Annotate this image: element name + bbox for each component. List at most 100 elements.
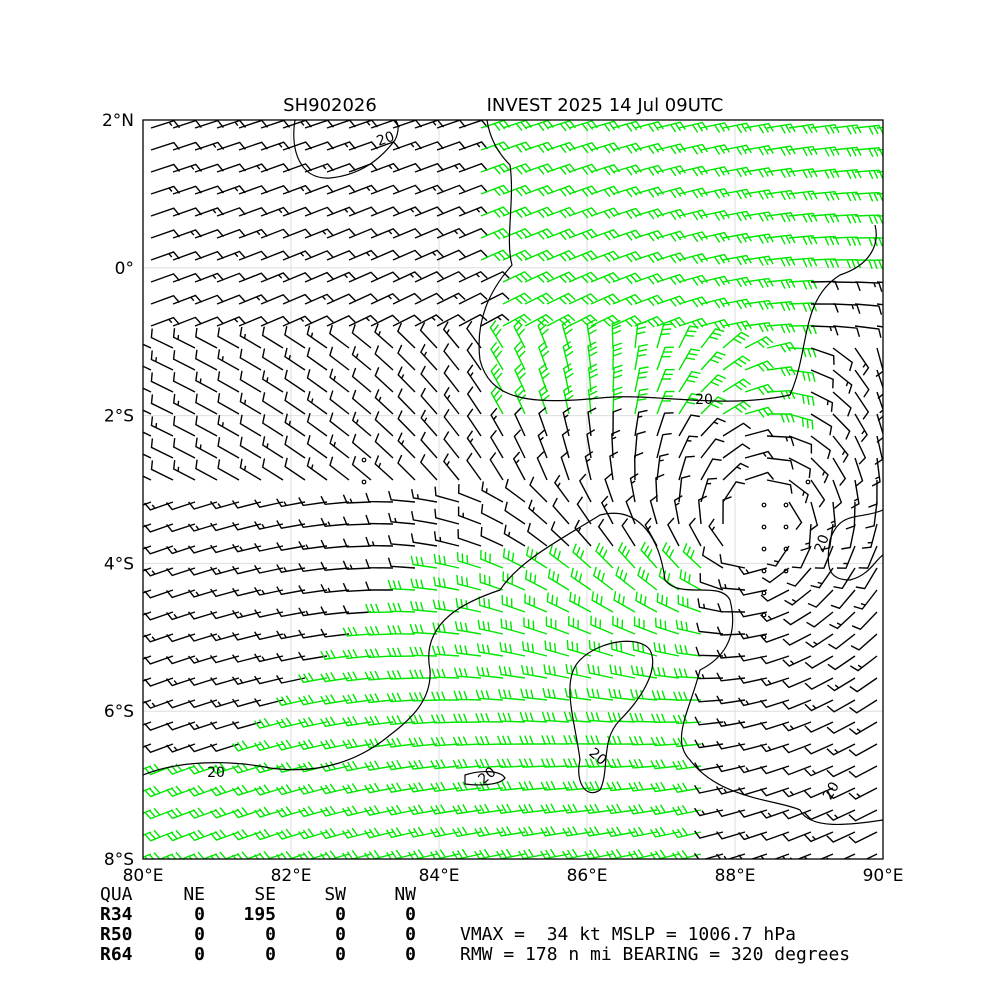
wind-barb (512, 451, 526, 481)
wind-barb (701, 546, 724, 569)
wind-barb (678, 475, 691, 503)
wind-barb (232, 654, 262, 663)
wind-barb (738, 587, 768, 596)
wind-barb (342, 648, 372, 660)
wind-barb (678, 414, 700, 437)
contour-line (293, 120, 399, 179)
wind-barb (408, 759, 438, 770)
wind-barb (744, 360, 774, 372)
wind-barb (722, 232, 752, 244)
wind-barb (210, 762, 240, 775)
wind-barb (804, 699, 834, 712)
wind-barb (782, 655, 812, 667)
contour-line (143, 669, 431, 776)
wind-barb (144, 589, 174, 599)
wind-barb (326, 206, 356, 217)
wind-barb (408, 691, 438, 702)
wind-barb (342, 560, 372, 570)
wind-barb (216, 185, 246, 195)
contour-label: 20 (207, 765, 225, 781)
wind-barb (833, 567, 856, 590)
wind-barb (276, 542, 306, 551)
wind-barb (738, 608, 768, 618)
wind-barb (810, 146, 840, 157)
wind-barb (744, 122, 774, 134)
wind-barb (392, 141, 422, 151)
contours (143, 120, 883, 825)
wind-barb (700, 351, 726, 371)
wind-barb (788, 435, 813, 454)
wind-barb (419, 321, 438, 349)
wind-barb (513, 341, 526, 371)
table-cell: 0 (335, 944, 346, 965)
wind-barb (738, 566, 768, 576)
wind-barb (568, 271, 598, 284)
wind-barb (810, 168, 840, 179)
wind-barb (716, 763, 746, 773)
table-header: QUA (100, 884, 133, 905)
wind-barb (810, 190, 840, 202)
wind-barb (320, 827, 350, 840)
wind-barb (744, 189, 774, 200)
wind-barb (443, 343, 460, 371)
wind-barb (370, 206, 400, 217)
wind-barb (210, 610, 240, 620)
wind-barb (320, 716, 350, 728)
wind-barb (144, 829, 174, 842)
wind-barb (716, 808, 746, 818)
wind-barb (538, 363, 550, 393)
wind-barb (722, 462, 749, 481)
wind-barb (143, 611, 174, 621)
wind-barb (351, 367, 372, 393)
wind-barb (342, 849, 372, 859)
wind-barb (172, 250, 203, 261)
wind-barb (436, 227, 466, 239)
wind-barb (238, 206, 268, 217)
wind-barb (430, 781, 460, 793)
wind-barb (716, 831, 746, 840)
wind-barb (143, 453, 152, 459)
wind-barb (541, 711, 570, 723)
wind-barb (442, 321, 460, 349)
wind-barb (628, 758, 658, 769)
wind-barb (172, 350, 196, 371)
wind-barb (298, 607, 328, 617)
wind-barb (592, 566, 614, 591)
wind-barb (304, 184, 334, 195)
wind-barb (298, 519, 328, 529)
wind-barb (144, 785, 174, 798)
wind-barb (654, 617, 680, 635)
wind-barb (832, 369, 853, 394)
wind-barb (443, 386, 460, 415)
wind-barb (738, 675, 768, 684)
dot (761, 524, 767, 530)
wind-barb (546, 249, 576, 262)
wind-barb (481, 481, 504, 503)
wind-barb (804, 677, 834, 690)
wind-barb (695, 646, 724, 657)
wind-barb (351, 389, 372, 415)
wind-barb (306, 325, 328, 349)
wind-barbs (143, 120, 883, 859)
wind-barb (254, 698, 284, 707)
wind-barb (231, 806, 262, 819)
wind-barb (561, 428, 571, 459)
wind-barb (544, 640, 570, 657)
wind-barb (370, 227, 400, 239)
wind-barb (700, 477, 718, 503)
contour-label: 20 (820, 779, 843, 802)
wind-barb (188, 829, 218, 842)
wind-barb (458, 206, 488, 217)
wind-barb (392, 314, 422, 327)
wind-barb (744, 233, 774, 244)
wind-barb (351, 433, 372, 459)
wind-barb (386, 714, 416, 726)
wind-barb (239, 436, 262, 459)
wind-barb (661, 541, 680, 569)
wind-barb (370, 184, 400, 195)
wind-barb (187, 699, 218, 709)
wind-barb (195, 437, 218, 459)
wind-barb (766, 323, 796, 334)
wind-barb (766, 212, 796, 223)
